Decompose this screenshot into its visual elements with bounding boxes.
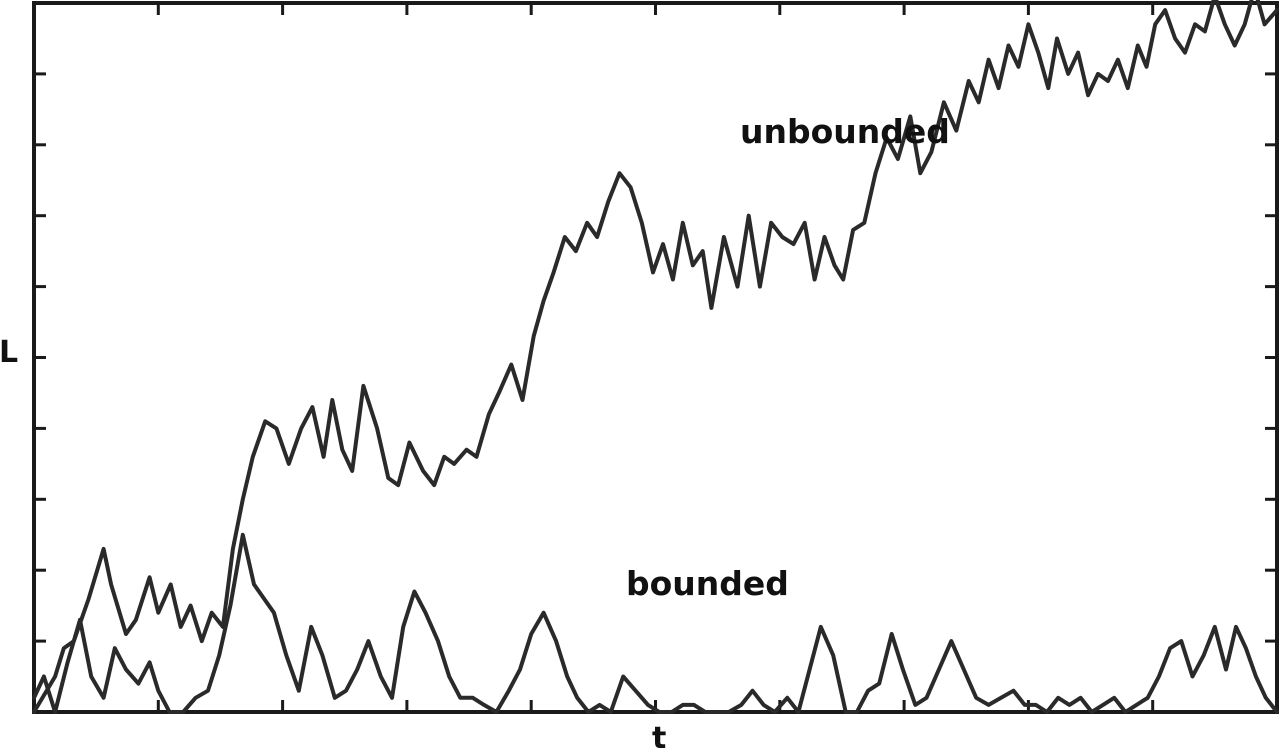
series-line-unbounded bbox=[32, 0, 1279, 714]
series-line-bounded bbox=[32, 532, 1279, 714]
annotation-unbounded: unbounded bbox=[740, 112, 950, 151]
x-axis-label: t bbox=[652, 721, 666, 753]
annotation-bounded: bounded bbox=[626, 564, 789, 603]
axis-ticks bbox=[34, 3, 1277, 712]
series-group bbox=[32, 0, 1279, 714]
y-axis-label: L bbox=[0, 335, 18, 370]
plot-frame bbox=[32, 1, 1279, 714]
